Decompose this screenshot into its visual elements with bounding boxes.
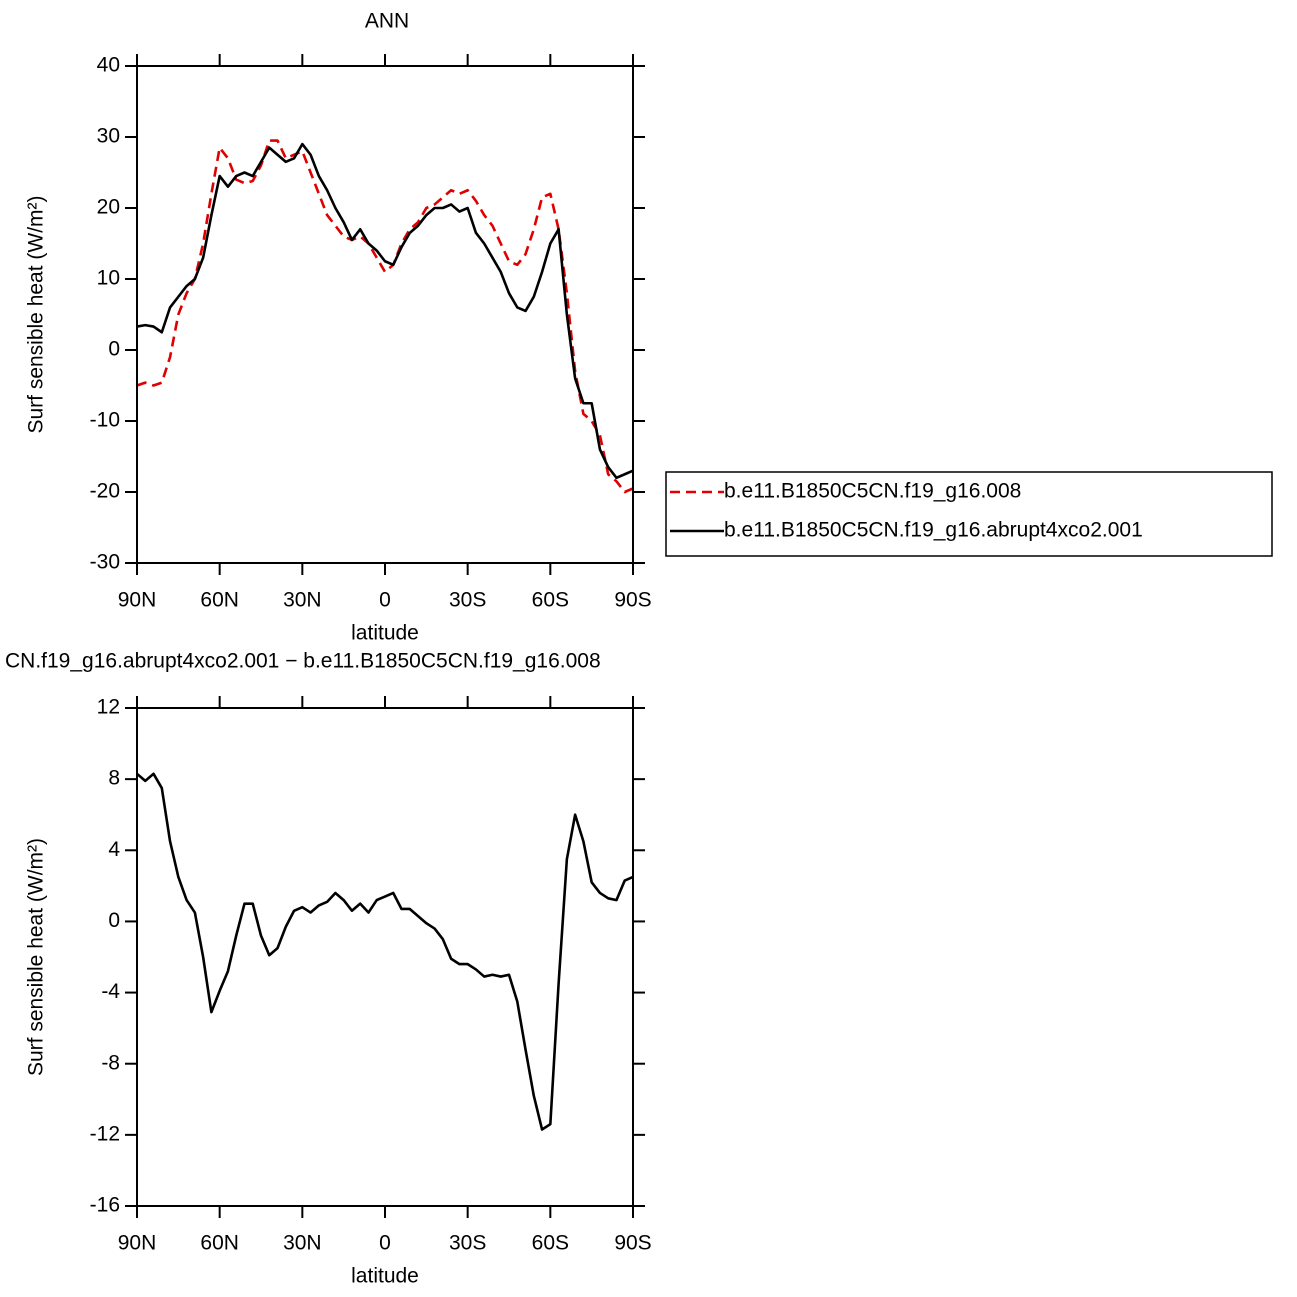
data-line — [136, 142, 634, 480]
y-tick-label: 4 — [108, 838, 120, 861]
y-tick-label: 8 — [108, 767, 120, 790]
y-tick-label: 12 — [97, 696, 120, 719]
x-tick-label: 60N — [200, 1232, 239, 1255]
data-line — [136, 139, 634, 494]
y-axis-label: Surf sensible heat (W/m²) — [25, 195, 48, 433]
y-tick-label: 0 — [108, 338, 120, 361]
legend-label: b.e11.B1850C5CN.f19_g16.abrupt4xco2.001 — [724, 519, 1143, 542]
x-tick-label: 0 — [379, 1232, 391, 1255]
y-axis-label: Surf sensible heat (W/m²) — [25, 838, 48, 1076]
y-tick-label: -20 — [90, 480, 120, 503]
legend-box — [665, 471, 1273, 557]
y-tick-label: -16 — [90, 1194, 120, 1217]
legend-label: b.e11.B1850C5CN.f19_g16.008 — [724, 480, 1021, 503]
y-tick-label: 10 — [97, 267, 120, 290]
data-line — [136, 772, 634, 1131]
x-tick-label: 60N — [200, 589, 239, 612]
x-tick-label: 30S — [449, 589, 486, 612]
x-tick-label: 60S — [532, 1232, 569, 1255]
x-tick-label: 60S — [532, 589, 569, 612]
x-tick-label: 90S — [614, 1232, 651, 1255]
y-tick-label: -10 — [90, 409, 120, 432]
x-tick-label: 90N — [118, 589, 157, 612]
y-tick-label: 30 — [97, 125, 120, 148]
y-tick-label: 40 — [97, 54, 120, 77]
y-tick-label: -12 — [90, 1122, 120, 1145]
x-tick-label: 90N — [118, 1232, 157, 1255]
x-axis-label: latitude — [351, 1265, 419, 1288]
chart-title: CN.f19_g16.abrupt4xco2.001 − b.e11.B1850… — [5, 650, 601, 673]
plot-frame — [136, 707, 634, 1207]
x-tick-label: 0 — [379, 589, 391, 612]
chart-title: ANN — [365, 10, 409, 33]
x-tick-label: 30N — [283, 589, 322, 612]
y-tick-label: 0 — [108, 909, 120, 932]
plot-frame — [136, 65, 634, 564]
y-tick-label: -30 — [90, 551, 120, 574]
x-tick-label: 90S — [614, 589, 651, 612]
y-tick-label: 20 — [97, 196, 120, 219]
x-tick-label: 30S — [449, 1232, 486, 1255]
x-axis-label: latitude — [351, 622, 419, 645]
y-tick-label: -8 — [101, 1051, 120, 1074]
x-tick-label: 30N — [283, 1232, 322, 1255]
y-tick-label: -4 — [101, 980, 120, 1003]
